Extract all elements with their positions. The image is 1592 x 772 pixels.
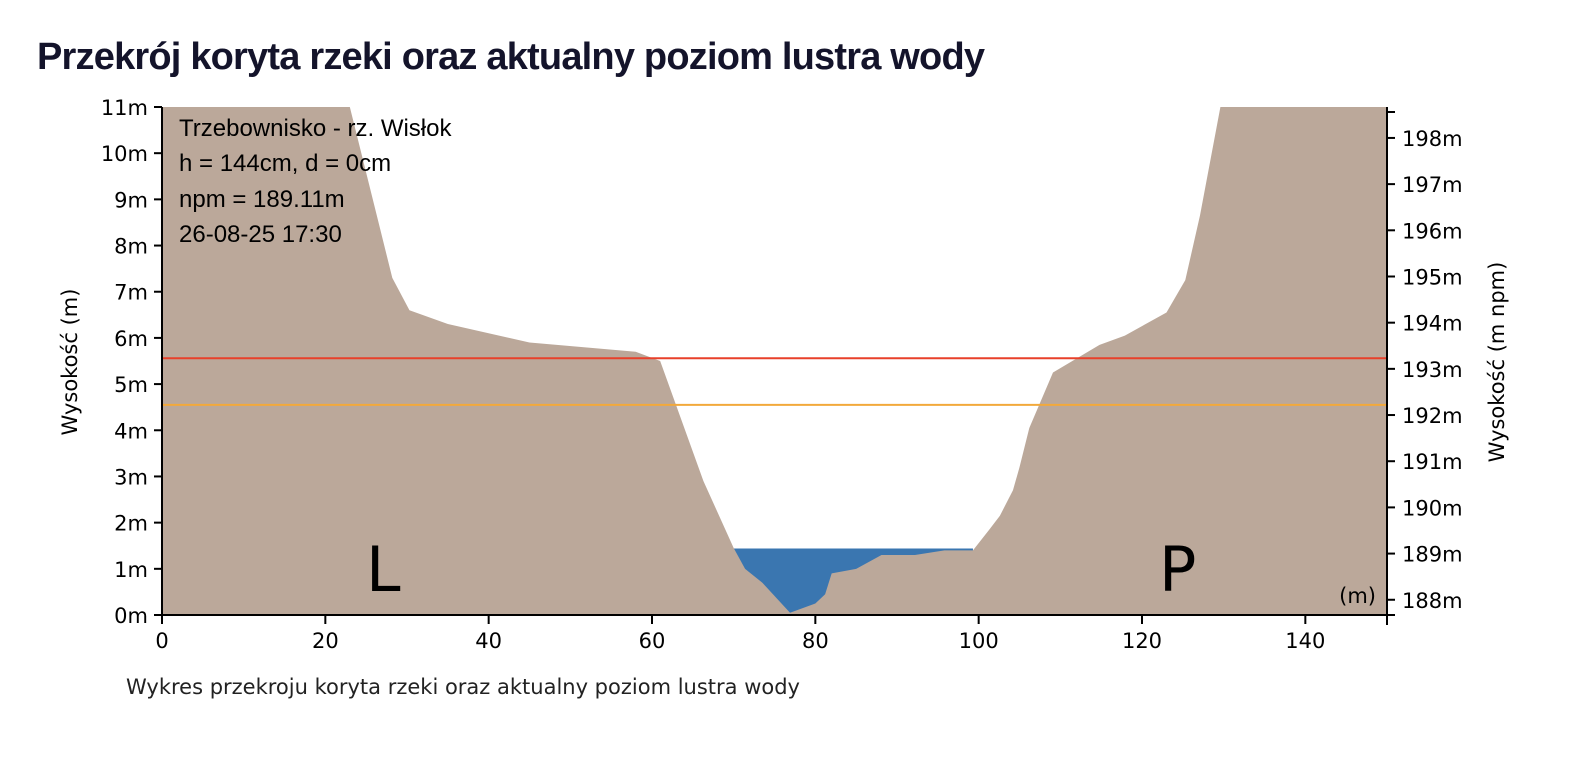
y-axis-left-title: Wysokość (m) (58, 289, 82, 436)
chart-caption: Wykres przekroju koryta rzeki oraz aktua… (126, 675, 800, 699)
y-axis-left: 0m 1m 2m 3m 4m 5m 6m 7m 8m 9m 10m 11m (101, 96, 163, 628)
x-unit-label: (m) (1339, 584, 1376, 608)
right-bank-label: P (1159, 533, 1196, 606)
y-right-tick-label: 189m (1402, 543, 1463, 567)
npm-level: npm = 189.11m (179, 186, 345, 213)
plot-area (162, 107, 1387, 615)
y-right-tick-label: 197m (1402, 173, 1463, 197)
y-right-tick-label: 188m (1402, 589, 1463, 613)
y-right-tick-label: 190m (1402, 496, 1463, 520)
y-tick-label: 10m (101, 142, 148, 166)
y-axis-right-title: Wysokość (m npm) (1485, 262, 1509, 463)
y-right-tick-label: 193m (1402, 358, 1463, 382)
y-right-tick-label: 192m (1402, 404, 1463, 428)
station-info: Trzebownisko - rz. Wisłok h = 144cm, d =… (179, 115, 452, 248)
y-tick-label: 0m (114, 604, 148, 628)
x-tick-label: 60 (639, 629, 666, 653)
y-tick-label: 5m (114, 373, 148, 397)
y-tick-label: 9m (114, 188, 148, 212)
terrain-area (162, 107, 1387, 615)
y-right-tick-label: 194m (1402, 312, 1463, 336)
x-tick-label: 20 (312, 629, 339, 653)
measurement-datetime: 26-08-25 17:30 (179, 221, 342, 248)
x-tick-label: 0 (155, 629, 168, 653)
y-axis-right: 188m 189m 190m 191m 192m 193m 194m 195m 196m 197m… (1386, 107, 1463, 625)
page-title: Przekrój koryta rzeki oraz aktualny pozi… (37, 36, 985, 78)
y-tick-label: 7m (114, 281, 148, 305)
y-right-tick-label: 195m (1402, 265, 1463, 289)
left-bank-label: L (366, 533, 401, 606)
x-tick-label: 80 (802, 629, 829, 653)
y-tick-label: 1m (114, 558, 148, 582)
y-tick-label: 8m (114, 235, 148, 259)
x-axis: 0 20 40 60 80 100 120 140 (154, 614, 1395, 653)
station-name: Trzebownisko - rz. Wisłok (179, 115, 452, 142)
x-tick-label: 120 (1122, 629, 1162, 653)
y-tick-label: 2m (114, 512, 148, 536)
y-right-tick-label: 196m (1402, 219, 1463, 243)
water-levels: h = 144cm, d = 0cm (179, 150, 391, 177)
x-tick-label: 140 (1285, 629, 1325, 653)
y-tick-label: 6m (114, 327, 148, 351)
y-tick-label: 11m (101, 96, 148, 120)
y-tick-label: 3m (114, 465, 148, 489)
x-tick-label: 100 (959, 629, 999, 653)
x-tick-label: 40 (475, 629, 502, 653)
y-tick-label: 4m (114, 419, 148, 443)
y-right-tick-label: 191m (1402, 450, 1463, 474)
y-right-tick-label: 198m (1402, 127, 1463, 151)
